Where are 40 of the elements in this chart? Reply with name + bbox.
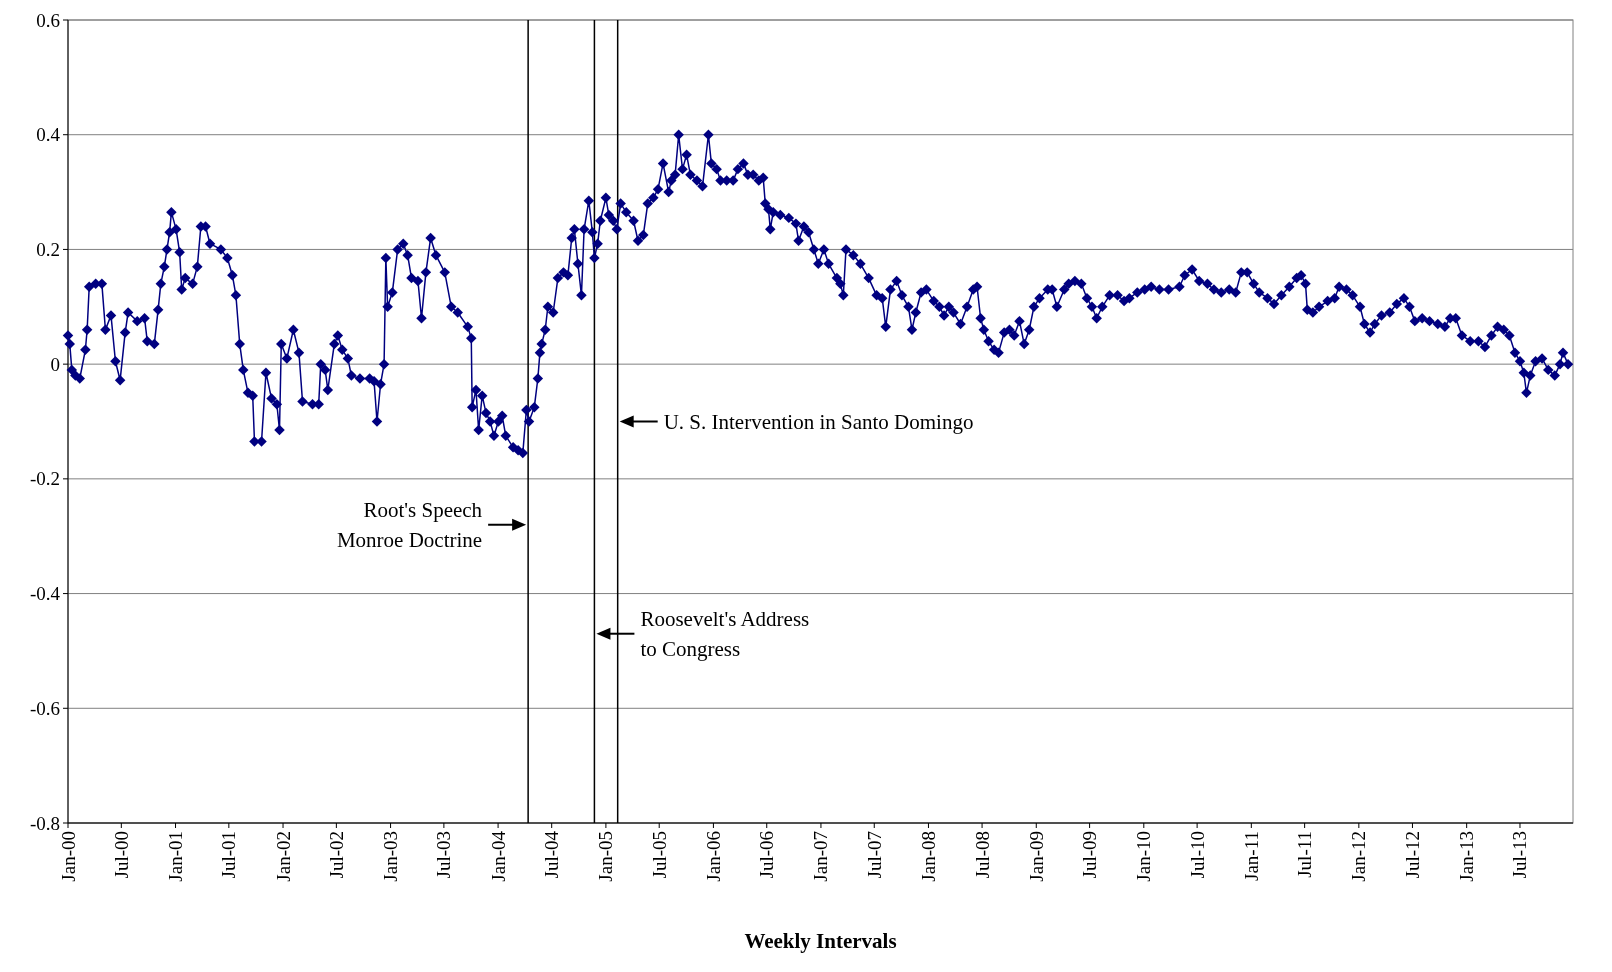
x-tick-label: Jul-00 [110, 831, 132, 879]
y-tick-label: -0.8 [29, 812, 60, 834]
x-tick-label: Jul-02 [325, 831, 347, 879]
x-tick-label: Jan-00 [57, 831, 79, 882]
y-tick-label: 0.4 [36, 124, 61, 146]
x-tick-label: Jul-08 [971, 831, 993, 879]
x-tick-label: Jul-03 [433, 831, 455, 879]
x-tick-label: Jul-04 [541, 830, 563, 879]
y-tick-label: -0.6 [29, 697, 60, 719]
x-tick-label: Jan-05 [595, 831, 617, 882]
x-tick-label: Jan-12 [1348, 831, 1370, 882]
x-tick-label: Jan-11 [1240, 831, 1262, 881]
x-tick-label: Jul-10 [1186, 831, 1208, 879]
x-tick-label: Jul-13 [1509, 831, 1531, 879]
x-tick-label: Jan-13 [1456, 831, 1478, 882]
y-tick-label: 0.6 [36, 9, 60, 31]
ref-line-label: Roosevelt's Address to Congress [640, 606, 810, 661]
x-tick-label: Jan-01 [165, 831, 187, 882]
x-tick-label: Jan-06 [702, 831, 724, 882]
x-tick-label: Jul-11 [1294, 831, 1316, 878]
x-tick-label: Jan-04 [487, 830, 509, 882]
x-tick-label: Jan-07 [810, 831, 832, 882]
x-axis-title: Weekly Intervals [744, 929, 897, 953]
x-tick-label: Jul-06 [756, 831, 778, 879]
y-tick-label: -0.4 [29, 583, 61, 605]
x-tick-label: Jul-05 [648, 831, 670, 879]
x-tick-label: Jul-09 [1079, 831, 1101, 879]
x-tick-label: Jul-07 [863, 831, 885, 879]
y-tick-label: -0.2 [29, 468, 60, 490]
x-tick-label: Jan-02 [272, 831, 294, 882]
y-tick-label: 0.2 [36, 238, 60, 260]
y-tick-label: 0 [50, 353, 60, 375]
x-tick-label: Jan-03 [380, 831, 402, 882]
ref-line-label: U. S. Intervention in Santo Domingo [663, 409, 974, 434]
x-tick-label: Jan-08 [917, 831, 939, 882]
x-tick-label: Jan-10 [1133, 831, 1155, 882]
x-tick-label: Jul-12 [1401, 831, 1423, 879]
ref-line-label: Root's Speech Monroe Doctrine [336, 497, 483, 552]
x-tick-label: Jul-01 [218, 831, 240, 879]
x-tick-label: Jan-09 [1025, 831, 1047, 882]
